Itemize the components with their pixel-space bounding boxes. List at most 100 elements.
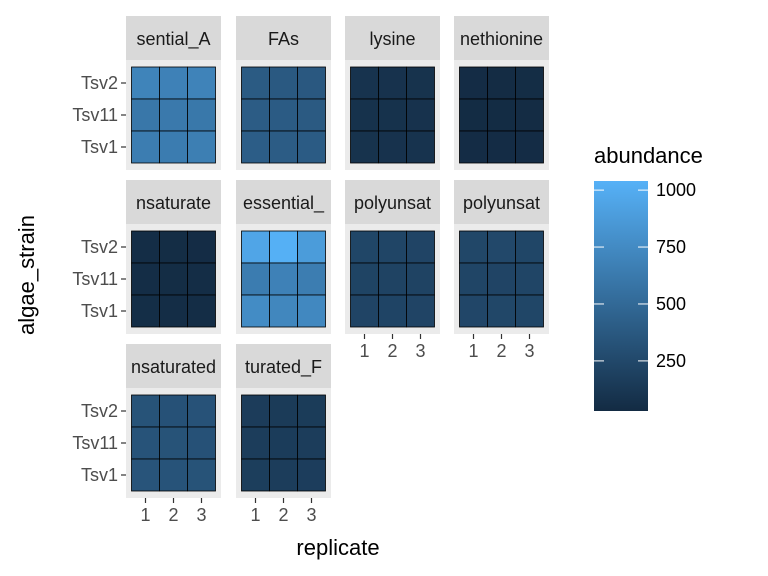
heatmap-tile [350,130,379,164]
heatmap-tile [131,394,160,428]
heatmap-tile [515,130,544,164]
heatmap-tile [159,130,188,164]
y-tick-label: Tsv2 [81,401,118,421]
y-axis-title: algae_strain [14,215,39,335]
x-tick-label: 2 [496,341,506,361]
legend-colorbar [594,181,648,411]
heatmap-tile [131,66,160,100]
heatmap-tile [241,394,270,428]
heatmap-tile [187,394,216,428]
heatmap-tile [487,294,516,328]
heatmap-tile [515,98,544,132]
facet-panel: nethionine [454,16,549,170]
heatmap-tile [131,262,160,296]
facet-strip-label: turated_F [245,357,322,378]
heatmap-tile [159,66,188,100]
heatmap-tile [269,394,298,428]
heatmap-tile [406,130,435,164]
heatmap-tile [159,230,188,264]
heatmap-tile [297,66,326,100]
heatmap-tile [159,458,188,492]
heatmap-tile [406,294,435,328]
facet-panel: polyunsat 1 2 3 [454,180,549,361]
heatmap-tile [131,130,160,164]
heatmap-tile [269,130,298,164]
heatmap-tile [241,294,270,328]
facet-strip [345,16,440,60]
heatmap-tile [406,230,435,264]
facet-panel: lysine [345,16,440,170]
heatmap-tile [350,294,379,328]
facet-strip [454,180,549,224]
heatmap-tile [131,426,160,460]
heatmap-tile [187,66,216,100]
heatmap-tile [159,426,188,460]
heatmap-tile [350,230,379,264]
heatmap-tile [459,230,488,264]
y-tick-label: Tsv2 [81,237,118,257]
heatmap-tile [378,66,407,100]
heatmap-tile [159,98,188,132]
heatmap-tile [297,130,326,164]
facet-strip-label: sential_A [136,29,210,50]
heatmap-tile [406,66,435,100]
heatmap-tile [269,262,298,296]
y-tick-label: Tsv1 [81,137,118,157]
facet-panel: nsaturate Tsv2 Tsv11 Tsv1 [72,180,221,334]
facet-strip-label: nsaturated [131,357,216,377]
heatmap-tile [241,130,270,164]
heatmap-tile [187,262,216,296]
heatmap-tile [269,230,298,264]
heatmap-tile [297,458,326,492]
heatmap-tile [459,294,488,328]
facet-strip [126,16,221,60]
y-tick-label: Tsv1 [81,301,118,321]
heatmap-tile [187,294,216,328]
x-tick-label: 3 [306,505,316,525]
heatmap-tile [241,262,270,296]
legend-tick-label: 500 [656,294,686,314]
heatmap-tile [487,130,516,164]
facet-strip-label: polyunsat [354,193,431,213]
heatmap-tile [241,458,270,492]
heatmap-tile [187,230,216,264]
heatmap-tile [241,426,270,460]
x-tick-label: 3 [196,505,206,525]
x-tick-label: 2 [278,505,288,525]
heatmap-tile [515,230,544,264]
x-tick-label: 1 [140,505,150,525]
heatmap-tile [187,458,216,492]
x-axis-title: replicate [296,535,379,560]
heatmap-tile [241,98,270,132]
x-tick-label: 1 [359,341,369,361]
heatmap-tile [269,426,298,460]
heatmap-tile [297,98,326,132]
facet-strip [345,180,440,224]
y-tick-label: Tsv11 [72,433,118,453]
heatmap-tile [131,230,160,264]
legend-tick-label: 750 [656,237,686,257]
y-tick-label: Tsv11 [72,105,118,125]
facet-panel: turated_F 1 2 3 [236,344,331,525]
heatmap-tile [269,98,298,132]
legend-tick-label: 1000 [656,180,696,200]
heatmap-tile [459,262,488,296]
facet-strip [236,344,331,388]
facet-strip-label: polyunsat [463,193,540,213]
x-tick-label: 1 [250,505,260,525]
heatmap-tile [187,130,216,164]
x-tick-label: 3 [415,341,425,361]
heatmap-tile [350,66,379,100]
facet-strip-label: nsaturate [136,193,211,213]
heatmap-tile [406,98,435,132]
heatmap-tile [269,458,298,492]
heatmap-tile [131,294,160,328]
heatmap-tile [515,66,544,100]
facet-panel: sential_A Tsv2 Tsv11 Tsv1 [72,16,221,170]
heatmap-tile [487,98,516,132]
heatmap-tile [378,230,407,264]
heatmap-tile [297,394,326,428]
facet-strip [126,344,221,388]
heatmap-tile [515,294,544,328]
